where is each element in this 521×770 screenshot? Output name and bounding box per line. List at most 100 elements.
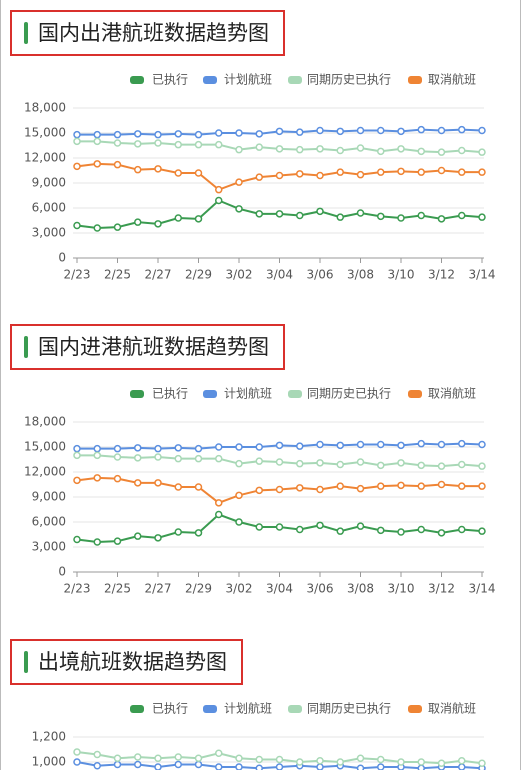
data-point: [194, 444, 203, 453]
data-point: [478, 126, 486, 135]
data-point: [458, 168, 466, 176]
data-point: [417, 439, 425, 448]
data-point: [296, 525, 304, 534]
data-point: [356, 440, 365, 449]
data-point: [235, 205, 243, 213]
data-point: [154, 534, 162, 542]
data-point: [113, 444, 122, 453]
data-point: [194, 760, 203, 769]
data-point: [316, 485, 324, 494]
data-point: [134, 218, 142, 226]
y-tick-label: 0: [58, 565, 66, 579]
data-point: [73, 444, 81, 453]
data-point: [397, 167, 405, 176]
data-point: [154, 453, 162, 461]
y-tick-label: 12,000: [24, 465, 66, 479]
data-point: [316, 126, 324, 135]
data-point: [255, 764, 263, 770]
data-point: [377, 526, 385, 535]
data-point: [478, 213, 486, 221]
data-point: [275, 145, 284, 153]
data-point: [296, 758, 304, 766]
data-point: [93, 451, 101, 460]
data-point: [113, 754, 122, 762]
chart-title: 国内出港航班数据趋势图: [10, 10, 285, 56]
data-point: [235, 178, 243, 186]
data-point: [154, 139, 162, 147]
chart: 已执行 计划航班 同期历史已执行 取消航班 1,000 1,200: [32, 701, 486, 770]
data-point: [134, 140, 142, 148]
data-point: [316, 757, 324, 765]
legend-swatch: [130, 390, 144, 398]
left-edge: [0, 0, 1, 770]
data-point: [356, 126, 365, 135]
data-point: [478, 527, 486, 535]
y-tick-label: 6,000: [32, 201, 66, 215]
data-point: [93, 538, 101, 546]
data-point: [255, 173, 263, 181]
x-tick-label: 3/12: [428, 582, 455, 596]
y-tick-label: 15,000: [24, 440, 66, 454]
data-point: [215, 443, 223, 451]
data-point: [174, 760, 182, 769]
data-point: [458, 146, 466, 155]
x-tick-label: 2/25: [104, 268, 131, 282]
data-point: [417, 461, 425, 470]
x-tick-label: 3/02: [226, 268, 253, 282]
data-point: [174, 130, 182, 138]
data-point: [458, 439, 466, 448]
data-point: [316, 145, 324, 153]
data-point: [458, 763, 466, 770]
data-point: [397, 145, 405, 153]
data-point: [336, 168, 344, 176]
data-point: [93, 750, 101, 759]
x-tick-label: 3/10: [388, 582, 415, 596]
data-point: [134, 444, 142, 452]
data-point: [93, 160, 101, 168]
data-point: [255, 457, 263, 465]
data-point: [458, 525, 466, 534]
data-point: [73, 535, 81, 544]
y-tick-label: 1,200: [32, 730, 66, 744]
data-point: [356, 484, 365, 493]
data-point: [174, 214, 182, 222]
data-point: [377, 168, 385, 176]
legend-swatch: [203, 390, 217, 398]
data-point: [113, 160, 122, 169]
data-point: [113, 139, 122, 147]
data-point: [194, 140, 203, 149]
chart: 已执行 计划航班 同期历史已执行 取消航班 0 3,000 6,000 9,000 12,000…: [24, 72, 495, 282]
x-tick-label: 3/08: [347, 582, 374, 596]
data-point: [93, 137, 101, 146]
legend-swatch: [130, 76, 144, 84]
x-tick-label: 3/04: [266, 268, 293, 282]
data-point: [275, 210, 284, 218]
data-point: [336, 527, 344, 535]
y-tick-label: 3,000: [32, 540, 66, 554]
data-point: [134, 479, 142, 487]
data-point: [356, 754, 365, 762]
data-point: [437, 440, 446, 449]
data-point: [194, 215, 203, 223]
data-point: [73, 130, 81, 139]
data-point: [437, 462, 446, 470]
data-point: [215, 763, 223, 770]
data-point: [134, 753, 142, 761]
data-point: [296, 170, 304, 178]
data-point: [134, 454, 142, 462]
data-point: [215, 510, 223, 519]
data-point: [154, 479, 162, 487]
legend-swatch: [408, 390, 422, 398]
data-point: [73, 748, 81, 756]
data-point: [377, 755, 385, 764]
data-point: [174, 169, 182, 177]
data-point: [154, 763, 162, 770]
data-point: [336, 127, 344, 136]
y-tick-label: 15,000: [24, 126, 66, 140]
data-point: [316, 171, 324, 180]
data-point: [215, 140, 223, 149]
data-point: [194, 483, 203, 491]
data-point: [154, 444, 162, 453]
data-point: [174, 483, 182, 491]
data-point: [316, 440, 324, 449]
